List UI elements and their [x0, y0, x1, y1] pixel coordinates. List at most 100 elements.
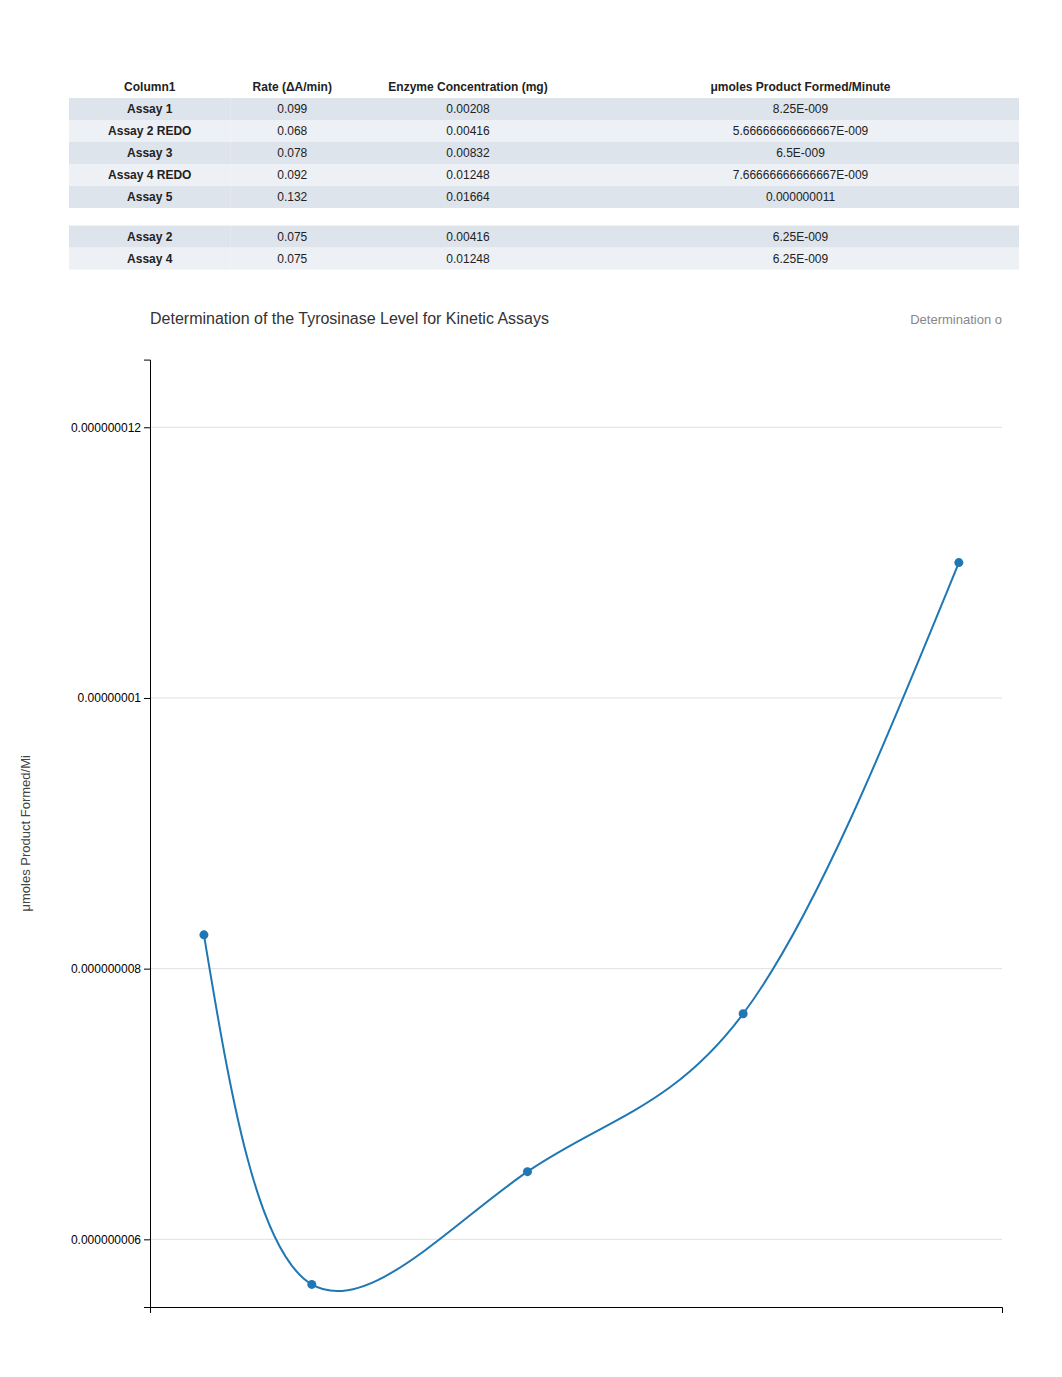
- table-cell: [582, 98, 1019, 120]
- table-cell: [231, 186, 355, 208]
- plot: 0.000000006 0.000000008 0.00000001 0.000000…: [18, 360, 1003, 1313]
- table-cell: [582, 142, 1019, 164]
- table-cell: [582, 76, 1019, 98]
- tables: Column1 Rate (ΔA/min) Enzyme Concentration…: [69, 76, 1019, 270]
- table-cell: [69, 98, 231, 120]
- tick-label: 0.000000008: [71, 962, 141, 976]
- page: Column1 Rate (ΔA/min) Enzyme Concentration…: [0, 0, 1062, 1377]
- table-row: Assay 5 0.132 0.01664 0.000000011: [69, 186, 1019, 208]
- table-text: Rate (ΔA/min): [253, 80, 332, 94]
- line: [204, 563, 959, 1292]
- tick-label: 0.000000006: [71, 1233, 141, 1247]
- table-cell: [354, 248, 582, 270]
- table-text: 0.00416: [446, 124, 490, 138]
- table-row: Assay 4 REDO 0.092 0.01248 7.66666666666667…: [69, 164, 1019, 186]
- point: [739, 1009, 748, 1018]
- table-text: 0.01664: [446, 190, 490, 204]
- point: [307, 1280, 316, 1289]
- tick-mark: [144, 969, 150, 970]
- grid-line: [150, 1239, 1002, 1240]
- table-cell: [582, 186, 1019, 208]
- table-cell: [354, 98, 582, 120]
- point: [954, 558, 963, 567]
- axis-title: μmoles Product Formed/Mi: [18, 755, 33, 911]
- point: [523, 1167, 532, 1176]
- grid-line: [150, 968, 1002, 969]
- table-cell: [231, 76, 355, 98]
- table-cell: [231, 120, 355, 142]
- table-cell: [354, 76, 582, 98]
- table-row: Assay 1 0.099 0.00208 8.25E-009: [69, 98, 1019, 120]
- table-text: Assay 4 REDO: [108, 168, 191, 182]
- tick: 0.000000008: [71, 962, 150, 976]
- table-text: 0.075: [277, 230, 307, 244]
- axis-line: [151, 1308, 1003, 1314]
- table-cell: [354, 226, 582, 248]
- marks: [199, 558, 963, 1291]
- table-row: Assay 3 0.078 0.00832 6.5E-009: [69, 142, 1019, 164]
- table-text: 0.00208: [446, 102, 490, 116]
- table-text: Assay 1: [127, 102, 173, 116]
- table-text: 0.075: [277, 252, 307, 266]
- grid: [150, 427, 1002, 1239]
- grid-line: [150, 697, 1002, 698]
- table-text: 6.25E-009: [773, 230, 829, 244]
- table-cell: [582, 248, 1019, 270]
- table-cell: [354, 186, 582, 208]
- table-cell: [582, 164, 1019, 186]
- tick: 0.000000006: [71, 1233, 150, 1247]
- table-text: 0.078: [277, 146, 307, 160]
- table-text: Enzyme Concentration (mg): [388, 80, 547, 94]
- tick-mark: [144, 427, 150, 428]
- table-text: 6.5E-009: [776, 146, 825, 160]
- table-row: Column1 Rate (ΔA/min) Enzyme Concentration…: [69, 76, 1019, 98]
- table-text: Assay 2 REDO: [108, 124, 191, 138]
- table-cell: [69, 186, 231, 208]
- grid-line: [150, 427, 1002, 428]
- tick-mark: [144, 1239, 150, 1240]
- table-cell: [69, 76, 231, 98]
- table-text: 0.01248: [446, 252, 490, 266]
- table-cell: [69, 248, 231, 270]
- table-text: 8.25E-009: [773, 102, 829, 116]
- x-axis: [151, 1308, 1003, 1314]
- tick-label: 0.000000012: [71, 421, 141, 435]
- table-text: μmoles Product Formed/Minute: [710, 80, 890, 94]
- table-text: Assay 3: [127, 146, 173, 160]
- tick: 0.00000001: [78, 691, 150, 705]
- tick: 0.000000012: [71, 421, 150, 435]
- table-text: 0.132: [277, 190, 307, 204]
- table-cell: [231, 142, 355, 164]
- table-text: 0.00832: [446, 146, 490, 160]
- table-cell: [231, 248, 355, 270]
- table-text: Column1: [124, 80, 176, 94]
- point: [199, 930, 208, 939]
- table-text: Assay 4: [127, 252, 173, 266]
- table-cell: [231, 164, 355, 186]
- table-text: 5.66666666666667E-009: [733, 124, 869, 138]
- y-axis: 0.000000006 0.000000008 0.00000001 0.000000…: [71, 360, 151, 1307]
- table-cell: [231, 98, 355, 120]
- table-text: 0.000000011: [766, 190, 836, 204]
- table-text: 0.099: [277, 102, 307, 116]
- table-text: 0.068: [277, 124, 307, 138]
- table-text: Assay 5: [127, 190, 173, 204]
- table-cell: [354, 164, 582, 186]
- table-cell: [582, 120, 1019, 142]
- table-cell: [69, 120, 231, 142]
- axis-line: [144, 360, 151, 1307]
- table-row: Assay 2 REDO 0.068 0.00416 5.66666666666667…: [69, 120, 1019, 142]
- table-text: Assay 2: [127, 230, 173, 244]
- table-text: 7.66666666666667E-009: [733, 168, 869, 182]
- table-cell: [69, 226, 231, 248]
- table-cell: [69, 142, 231, 164]
- table-text: 0.00416: [446, 230, 490, 244]
- table-cell: [69, 164, 231, 186]
- table-text: 0.092: [277, 168, 307, 182]
- annotation: Determination o: [910, 312, 1002, 327]
- table-text: 6.25E-009: [773, 252, 829, 266]
- tick-mark: [144, 698, 150, 699]
- chart-title: Determination of the Tyrosinase Level fo…: [150, 310, 549, 327]
- table-text: 0.01248: [446, 168, 490, 182]
- table-cell: [231, 226, 355, 248]
